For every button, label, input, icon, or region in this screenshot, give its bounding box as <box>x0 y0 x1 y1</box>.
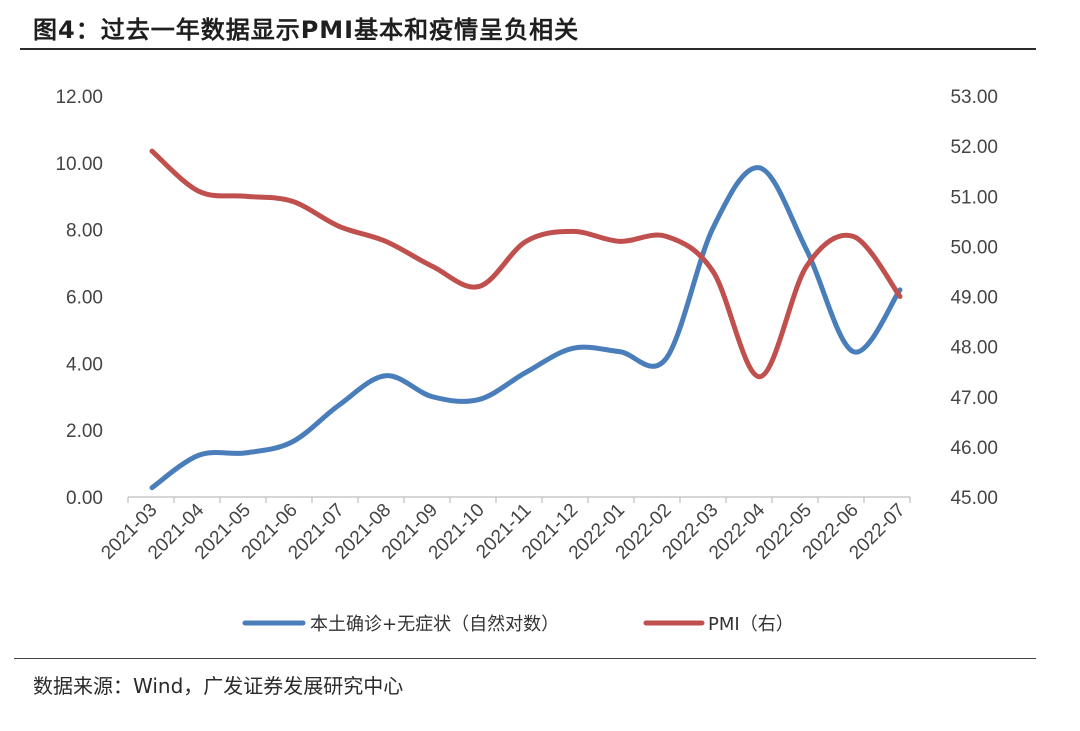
data-point-cases <box>851 349 856 354</box>
right-y-tick-label: 46.00 <box>950 438 998 459</box>
data-point-cases <box>757 165 762 170</box>
data-point-pmi <box>664 234 669 239</box>
data-point-pmi <box>430 264 435 269</box>
legend: 本土确诊+无症状（自然对数） PMI（右） <box>242 614 794 635</box>
legend-label-cases: 本土确诊+无症状（自然对数） <box>310 614 559 635</box>
data-point-cases <box>617 349 622 354</box>
right-y-tick-label: 53.00 <box>950 87 998 108</box>
right-y-tick-label: 49.00 <box>950 288 998 309</box>
data-point-pmi <box>196 189 201 194</box>
data-point-cases <box>664 356 669 361</box>
series-line-pmi <box>149 148 903 380</box>
figure-title: 图4：过去一年数据显示PMI基本和疫情呈负相关 <box>33 16 580 44</box>
data-point-pmi <box>524 239 529 244</box>
data-point-cases <box>477 397 482 402</box>
right-y-tick-label: 50.00 <box>950 237 998 258</box>
left-y-tick-label: 2.00 <box>66 421 103 442</box>
data-point-cases <box>243 450 248 455</box>
series-line-cases <box>149 165 903 491</box>
data-point-pmi <box>851 234 856 239</box>
data-point-cases <box>290 439 295 444</box>
data-point-cases <box>196 453 201 458</box>
left-y-tick-label: 8.00 <box>66 221 103 242</box>
footer-divider <box>14 658 1036 659</box>
data-point-pmi <box>804 264 809 269</box>
data-point-cases <box>430 394 435 399</box>
right-y-tick-label: 48.00 <box>950 338 998 359</box>
line-chart: 2021-032021-042021-052021-062021-072021-… <box>55 87 998 635</box>
legend-label-pmi: PMI（右） <box>708 614 794 635</box>
right-y-tick-label: 51.00 <box>950 187 998 208</box>
axes: 2021-032021-042021-052021-062021-072021-… <box>55 87 998 564</box>
data-point-pmi <box>757 374 762 379</box>
source-note: 数据来源：Wind，广发证券发展研究中心 <box>33 674 404 698</box>
data-point-cases <box>804 247 809 252</box>
data-point-pmi <box>290 199 295 204</box>
data-point-pmi <box>477 284 482 289</box>
left-y-tick-label: 10.00 <box>55 154 103 175</box>
data-point-cases <box>383 373 388 378</box>
left-y-tick-label: 6.00 <box>66 288 103 309</box>
data-point-cases <box>337 403 342 408</box>
data-point-cases <box>150 485 155 490</box>
data-point-pmi <box>243 194 248 199</box>
right-y-tick-label: 47.00 <box>950 388 998 409</box>
left-y-tick-label: 12.00 <box>55 87 103 108</box>
data-point-pmi <box>898 294 903 299</box>
data-point-pmi <box>150 149 155 154</box>
data-point-cases <box>711 225 716 230</box>
data-point-pmi <box>711 269 716 274</box>
data-point-pmi <box>617 239 622 244</box>
data-point-pmi <box>570 229 575 234</box>
right-y-tick-label: 45.00 <box>950 488 998 509</box>
left-y-tick-label: 0.00 <box>66 488 103 509</box>
series-layer <box>149 148 903 491</box>
data-point-cases <box>524 370 529 375</box>
data-point-pmi <box>383 239 388 244</box>
right-y-tick-label: 52.00 <box>950 137 998 158</box>
title-divider <box>20 48 1036 50</box>
left-y-tick-label: 4.00 <box>66 354 103 375</box>
data-point-pmi <box>337 224 342 229</box>
data-point-cases <box>570 346 575 351</box>
